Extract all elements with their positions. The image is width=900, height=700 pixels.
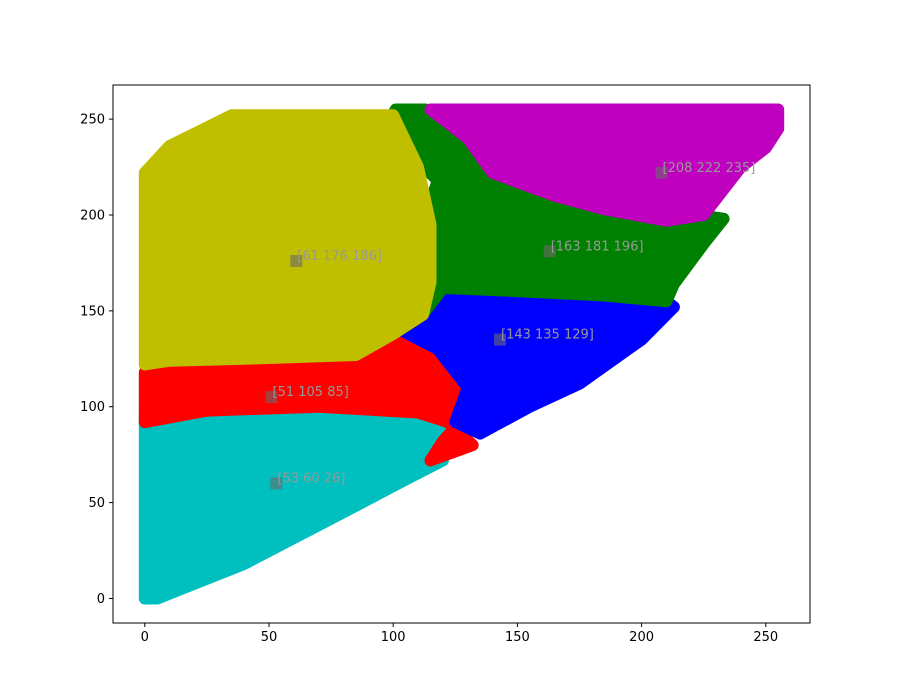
y-tick-label: 100: [80, 400, 105, 415]
cluster-center-label-5: [208 222 235]: [663, 161, 756, 176]
cluster-center-label-4: [163 181 196]: [551, 239, 644, 254]
cluster-center-marker-3: [494, 333, 506, 346]
center-markers: [53 60 26] [51 105 85] [143 135 129] [163 1…: [265, 161, 756, 490]
x-tick-label: 0: [141, 630, 149, 645]
x-tick-label: 250: [753, 630, 778, 645]
cluster-region-5: [424, 103, 785, 227]
cluster-center-marker-2: [265, 391, 278, 404]
y-tick-label: 150: [80, 304, 105, 319]
x-tick-label: 100: [381, 630, 406, 645]
cluster-region-6: [138, 109, 437, 371]
y-tick-label: 50: [88, 496, 105, 511]
cluster-center-label-2: [51 105 85]: [273, 385, 349, 400]
cluster-center-marker-1: [270, 477, 283, 490]
y-tick-label: 200: [80, 208, 105, 223]
plot-frame: [112, 84, 811, 624]
cluster-center-marker-6: [290, 255, 303, 267]
cluster-center-label-3: [143 135 129]: [501, 328, 594, 343]
cluster-center-label-1: [53 60 26]: [277, 471, 345, 486]
axes: 0 50 100 150 200 250 0 50 100 150 200 250: [80, 84, 811, 645]
cluster-layer: [138, 103, 785, 605]
x-tick-label: 150: [505, 630, 530, 645]
cluster-center-label-6: [61 176 186]: [297, 249, 382, 264]
x-tick-label: 200: [629, 630, 654, 645]
y-tick-label: 0: [97, 592, 105, 607]
cluster-center-marker-4: [543, 245, 556, 258]
cluster-center-marker-5: [655, 166, 668, 179]
y-tick-label: 250: [80, 113, 105, 128]
x-tick-label: 50: [261, 630, 278, 645]
